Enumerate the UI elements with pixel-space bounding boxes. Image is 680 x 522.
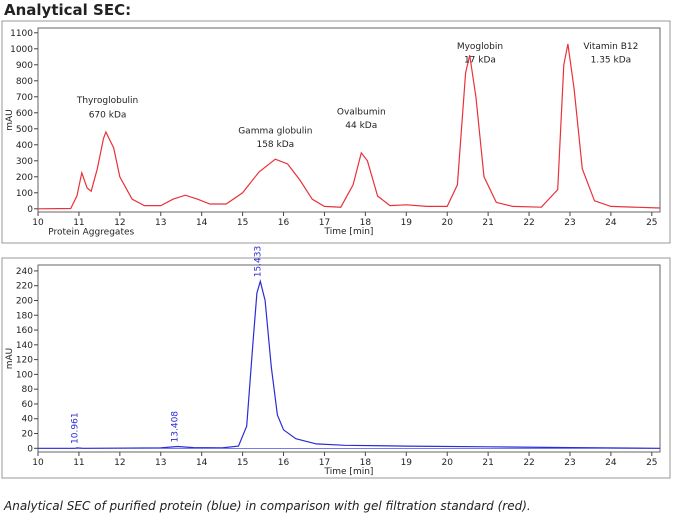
x-tick-label: 25 <box>646 458 657 468</box>
x-tick-label: 12 <box>114 458 125 468</box>
y-tick-label: 700 <box>16 93 33 103</box>
annotation: Protein Aggregates <box>48 227 134 237</box>
x-tick-label: 20 <box>441 458 453 468</box>
x-tick-label: 22 <box>523 218 534 228</box>
plot-frame <box>37 27 661 213</box>
y-tick-label: 220 <box>16 282 33 292</box>
x-tick-label: 15 <box>237 458 248 468</box>
y-tick-label: 140 <box>16 341 33 351</box>
x-tick-label: 18 <box>360 218 372 228</box>
x-tick-label: 23 <box>564 218 575 228</box>
y-axis-label: mAU <box>5 348 15 370</box>
x-tick-label: 25 <box>646 218 657 228</box>
y-tick-label: 300 <box>16 157 33 167</box>
y-tick-label: 60 <box>22 400 34 410</box>
x-tick-label: 15 <box>237 218 248 228</box>
y-tick-label: 160 <box>16 326 33 336</box>
y-tick-label: 20 <box>22 430 34 440</box>
y-tick-label: 600 <box>16 109 33 119</box>
y-tick-label: 100 <box>16 189 33 199</box>
x-tick-label: 21 <box>482 218 493 228</box>
x-tick-label: 16 <box>278 218 290 228</box>
y-tick-label: 200 <box>16 173 33 183</box>
x-tick-label: 14 <box>196 458 208 468</box>
annotation: Gamma globulin <box>238 127 312 137</box>
x-tick-label: 16 <box>278 458 290 468</box>
annotation: 1.35 kDa <box>591 55 632 65</box>
annotation: Ovalbumin <box>337 107 386 117</box>
x-tick-label: 17 <box>319 458 330 468</box>
y-tick-label: 0 <box>27 444 33 454</box>
title: Analytical SEC: <box>4 1 131 19</box>
panel <box>1 20 671 244</box>
panel <box>1 257 671 479</box>
x-tick-label: 22 <box>523 458 534 468</box>
peak-label: 10.961 <box>70 412 80 444</box>
y-tick-label: 400 <box>16 141 33 151</box>
x-tick-label: 11 <box>73 218 84 228</box>
y-tick-label: 500 <box>16 125 33 135</box>
x-axis-label: Time [min] <box>324 467 374 477</box>
peak-label: 13.408 <box>170 411 180 443</box>
annotation: 17 kDa <box>464 55 496 65</box>
y-tick-label: 100 <box>16 370 33 380</box>
line-series <box>37 43 661 210</box>
y-tick-label: 0 <box>27 205 33 215</box>
x-tick-label: 21 <box>482 458 493 468</box>
y-tick-label: 800 <box>16 77 33 87</box>
x-tick-label: 11 <box>73 458 84 468</box>
y-tick-label: 200 <box>16 296 33 306</box>
x-tick-label: 10 <box>32 218 44 228</box>
plot-frame <box>37 264 661 453</box>
annotation: 158 kDa <box>256 140 294 150</box>
y-tick-label: 40 <box>22 415 34 425</box>
x-tick-label: 13 <box>155 218 166 228</box>
y-axis-label: mAU <box>5 109 15 131</box>
y-tick-label: 240 <box>16 267 33 277</box>
x-tick-label: 19 <box>401 218 413 228</box>
x-tick-label: 24 <box>605 458 617 468</box>
y-tick-label: 180 <box>16 311 33 321</box>
y-tick-label: 1000 <box>10 45 33 55</box>
x-tick-label: 20 <box>441 218 453 228</box>
x-tick-label: 13 <box>155 458 166 468</box>
x-tick-label: 18 <box>360 458 372 468</box>
annotation: Vitamin B12 <box>583 42 638 52</box>
x-tick-label: 17 <box>319 218 330 228</box>
annotation: 44 kDa <box>345 121 377 131</box>
annotation: Myoglobin <box>457 42 503 52</box>
x-tick-label: 24 <box>605 218 617 228</box>
x-tick-label: 14 <box>196 218 208 228</box>
x-tick-label: 23 <box>564 458 575 468</box>
y-tick-label: 1100 <box>10 29 33 39</box>
line-series <box>38 278 661 449</box>
y-tick-label: 900 <box>16 61 33 71</box>
y-tick-label: 120 <box>16 356 33 366</box>
x-tick-label: 10 <box>32 458 44 468</box>
x-tick-label: 12 <box>114 218 125 228</box>
annotation: 670 kDa <box>89 111 127 121</box>
peak-label: 15.433 <box>253 246 263 278</box>
annotation: Thyroglobulin <box>76 96 138 106</box>
x-tick-label: 19 <box>401 458 413 468</box>
x-axis-label: Time [min] <box>324 227 374 237</box>
caption: Analytical SEC of purified protein (blue… <box>3 499 531 513</box>
y-tick-label: 80 <box>22 385 34 395</box>
